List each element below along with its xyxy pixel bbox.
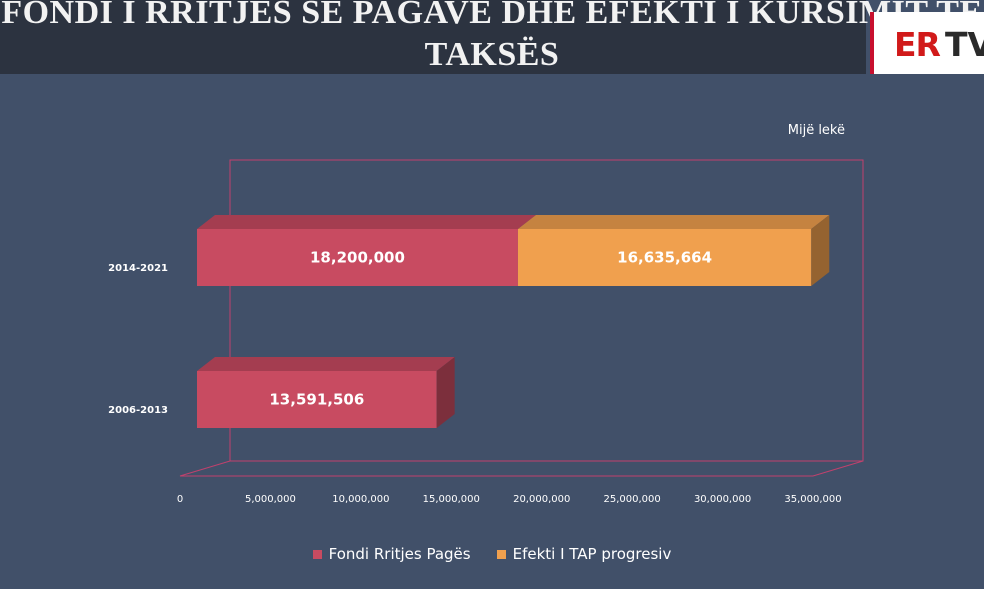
header-band bbox=[0, 0, 866, 74]
bar-top-face bbox=[517, 215, 830, 229]
legend-label-series-1: Fondi Rritjes Pagës bbox=[328, 545, 471, 563]
x-tick-label: 5,000,000 bbox=[245, 494, 296, 505]
title-line-1: FONDI I RRITJES SË PAGAVE DHE EFEKTI I K… bbox=[1, 0, 983, 31]
logo-tv-text: TV bbox=[945, 25, 984, 64]
channel-logo: ER TV bbox=[870, 12, 984, 74]
bar-side-face bbox=[436, 357, 455, 428]
x-tick-label: 15,000,000 bbox=[423, 494, 480, 505]
legend-swatch-series-1 bbox=[312, 549, 322, 559]
title-line-2: TAKSËS bbox=[424, 36, 560, 73]
legend-label-series-2: Efekti I TAP progresiv bbox=[512, 545, 672, 563]
bar-segment bbox=[197, 371, 437, 428]
bar-data-label: 16,635,664 bbox=[617, 249, 712, 267]
bar-side-face bbox=[811, 215, 830, 286]
x-tick-label: 30,000,000 bbox=[694, 494, 751, 505]
logo-er-text: ER bbox=[894, 25, 941, 64]
category-label: 2014-2021 bbox=[108, 263, 168, 274]
chart-legend: Fondi Rritjes Pagës Efekti I TAP progres… bbox=[0, 545, 984, 563]
unit-label: Mijë lekë bbox=[788, 123, 845, 138]
x-tick-label: 0 bbox=[177, 494, 183, 505]
x-tick-label: 35,000,000 bbox=[784, 494, 841, 505]
page-title: FONDI I RRITJES SË PAGAVE DHE EFEKTI I K… bbox=[0, 0, 984, 76]
bar-segment bbox=[517, 229, 812, 286]
category-label: 2006-2013 bbox=[108, 405, 168, 416]
chart-floor bbox=[179, 460, 864, 477]
bar-top-face bbox=[197, 357, 455, 371]
bar-data-label: 18,200,000 bbox=[310, 249, 405, 267]
bar-segment bbox=[197, 229, 518, 286]
legend-item-series-2: Efekti I TAP progresiv bbox=[496, 545, 672, 563]
x-tick-label: 10,000,000 bbox=[332, 494, 389, 505]
bar-data-label: 13,591,506 bbox=[269, 391, 364, 409]
x-tick-label: 20,000,000 bbox=[513, 494, 570, 505]
legend-item-series-1: Fondi Rritjes Pagës bbox=[312, 545, 471, 563]
bar-top-face bbox=[197, 215, 536, 229]
legend-swatch-series-2 bbox=[496, 549, 506, 559]
x-tick-label: 25,000,000 bbox=[604, 494, 661, 505]
